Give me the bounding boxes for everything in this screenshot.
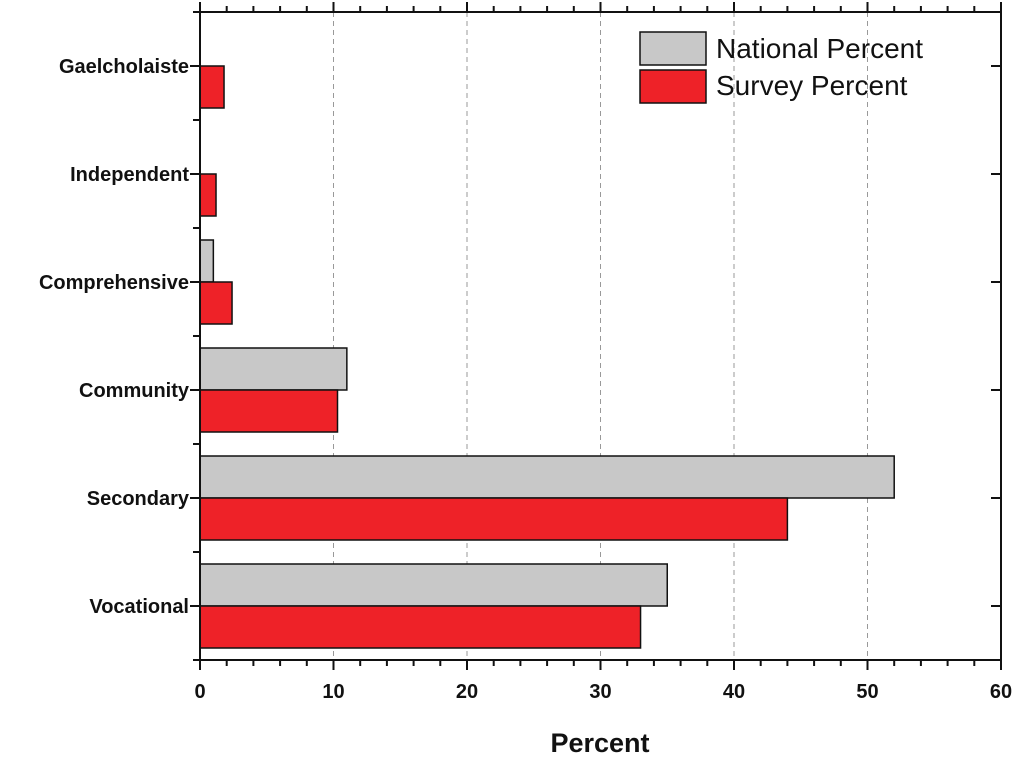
bar-national-vocational [200, 564, 667, 606]
bar-survey-comprehensive [200, 282, 232, 324]
legend-swatch-national [640, 32, 706, 65]
bar-survey-independent [200, 174, 216, 216]
bar-survey-community [200, 390, 338, 432]
category-label: Independent [70, 164, 189, 186]
bar-national-community [200, 348, 347, 390]
legend-label-survey: Survey Percent [716, 70, 908, 101]
grid-lines [334, 12, 868, 660]
category-label: Vocational [89, 596, 189, 618]
legend-label-national: National Percent [716, 33, 923, 64]
bar-national-secondary [200, 456, 894, 498]
bars [200, 66, 894, 648]
legend-swatch-survey [640, 70, 706, 103]
x-axis-title: Percent [550, 728, 649, 758]
category-label: Comprehensive [39, 272, 189, 294]
legend: National Percent Survey Percent [640, 32, 923, 103]
category-labels: Vocational Secondary Community Comprehensiv… [39, 56, 190, 618]
x-tick-label: 60 [990, 681, 1012, 703]
x-tick-labels: 0 10 20 30 40 50 60 [194, 681, 1012, 703]
x-tick-label: 0 [194, 681, 205, 703]
bar-survey-vocational [200, 606, 641, 648]
bar-national-comprehensive [200, 240, 213, 282]
bar-survey-secondary [200, 498, 787, 540]
x-tick-label: 40 [723, 681, 745, 703]
category-label: Community [79, 380, 190, 402]
x-tick-label: 50 [856, 681, 878, 703]
category-label: Gaelcholaiste [59, 56, 189, 78]
x-tick-label: 30 [589, 681, 611, 703]
bar-survey-gaelcholaiste [200, 66, 224, 108]
x-tick-label: 10 [322, 681, 344, 703]
x-tick-label: 20 [456, 681, 478, 703]
category-label: Secondary [87, 488, 190, 510]
